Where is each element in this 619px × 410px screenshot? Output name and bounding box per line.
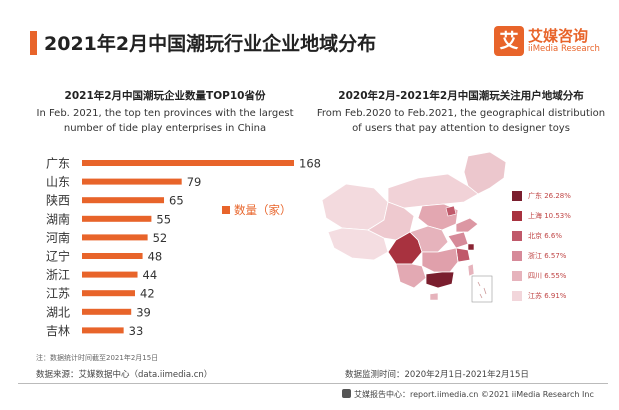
map-region-shanghai — [467, 243, 475, 251]
map-region-southwest — [395, 263, 427, 289]
value-label: 44 — [143, 268, 158, 282]
copyright-line: 艾媒报告中心：report.iimedia.cn ©2021 iiMedia R… — [342, 389, 594, 400]
map-region-northeast — [463, 151, 507, 195]
map-legend-swatch — [512, 231, 522, 241]
map-legend-swatch — [512, 191, 522, 201]
map-legend-swatch — [512, 211, 522, 221]
bar — [82, 234, 148, 241]
logo-mark-icon: 艾 — [494, 26, 524, 56]
value-label: 79 — [187, 175, 202, 189]
map-legend-label: 四川 6.55% — [528, 272, 567, 280]
china-map — [321, 151, 507, 303]
data-source: 数据来源：艾媒数据中心（data.iimedia.cn） — [36, 370, 213, 380]
value-label: 48 — [148, 250, 163, 264]
logo-name-en: iiMedia Research — [528, 44, 600, 54]
title-accent-bar — [30, 31, 37, 55]
map-legend-label: 江苏 6.91% — [528, 292, 567, 300]
value-label: 168 — [299, 157, 321, 171]
bar — [82, 178, 182, 185]
map-region-guangdong — [425, 271, 455, 289]
map-legend-label: 广东 26.28% — [528, 192, 571, 200]
value-label: 42 — [140, 287, 155, 301]
category-label: 湖北 — [46, 304, 70, 319]
map-legend-label: 北京 6.6% — [528, 232, 563, 240]
bar — [82, 160, 294, 166]
map-region-qinghai-gansu — [367, 201, 415, 241]
bar — [82, 271, 138, 278]
right-desc-line1: From Feb.2020 to Feb.2021, the geographi… — [316, 108, 606, 119]
category-label: 浙江 — [46, 268, 70, 282]
right-chart-desc: From Feb.2020 to Feb.2021, the geographi… — [316, 106, 606, 136]
map-region-beijing — [445, 205, 457, 217]
category-label: 吉林 — [46, 324, 70, 338]
map-legend-swatch — [512, 251, 522, 261]
footer-divider — [18, 383, 608, 384]
south-sea-islands — [477, 281, 487, 299]
south-sea-inset — [471, 275, 493, 303]
map-region-shandong — [455, 217, 479, 233]
category-label: 山东 — [46, 175, 70, 189]
province-bar-chart: 广东 168 山东 79 陕西 65 湖南 55 河南 52 辽宁 48 浙江 44 江苏 42 湖北 39 吉林 3… — [46, 157, 321, 338]
value-label: 39 — [136, 305, 151, 319]
bar — [82, 197, 165, 204]
data-note: 注：数据统计时间截至2021年2月15日 — [36, 354, 159, 362]
monitor-period: 数据监测时间：2020年2月1日-2021年2月15日 — [345, 370, 529, 380]
left-desc-line1: In Feb. 2021, the top ten provinces with… — [36, 108, 294, 119]
copyright-text: 艾媒报告中心：report.iimedia.cn ©2021 iiMedia R… — [354, 390, 594, 399]
brand-logo: 艾 艾媒咨询 iiMedia Research — [494, 24, 604, 60]
left-desc-line2: number of tide play enterprises in China — [63, 123, 267, 134]
category-label: 辽宁 — [46, 249, 70, 264]
map-region-central — [409, 225, 449, 253]
category-label: 河南 — [46, 230, 70, 245]
map-legend-label: 浙江 6.57% — [528, 252, 567, 260]
bar — [82, 327, 124, 334]
value-label: 33 — [129, 324, 144, 338]
map-legend-swatch — [512, 291, 522, 301]
category-label: 江苏 — [46, 287, 70, 301]
page-title: 2021年2月中国潮玩行业企业地域分布 — [44, 33, 377, 55]
bar — [82, 308, 132, 315]
logo-name-cn: 艾媒咨询 — [528, 27, 589, 45]
category-label: 陕西 — [46, 193, 70, 208]
legend-label: 数量（家） — [234, 203, 292, 217]
bar — [82, 215, 152, 222]
right-chart-title: 2020年2月-2021年2月中国潮玩关注用户地域分布 — [338, 90, 584, 102]
map-region-inner-mongolia — [387, 173, 479, 209]
map-region-south-central — [421, 247, 459, 273]
bar — [82, 290, 135, 297]
map-region-hainan — [429, 292, 439, 301]
legend-swatch — [222, 206, 230, 214]
map-region-jiangsu — [447, 231, 469, 249]
category-label: 广东 — [46, 157, 70, 171]
value-label: 55 — [156, 212, 171, 226]
map-region-xinjiang — [321, 183, 389, 231]
map-legend-swatch — [512, 271, 522, 281]
category-label: 湖南 — [46, 211, 70, 226]
left-chart-title: 2021年2月中国潮玩企业数量TOP10省份 — [64, 90, 266, 102]
map-region-taiwan — [467, 263, 475, 277]
left-chart-desc: In Feb. 2021, the top ten provinces with… — [20, 106, 310, 136]
value-label: 65 — [169, 194, 184, 208]
report-center-icon — [342, 389, 351, 398]
value-label: 52 — [153, 231, 168, 245]
right-desc-line2: of users that pay attention to designer … — [352, 123, 570, 134]
bar — [82, 253, 143, 259]
map-legend-label: 上海 10.53% — [528, 212, 571, 220]
